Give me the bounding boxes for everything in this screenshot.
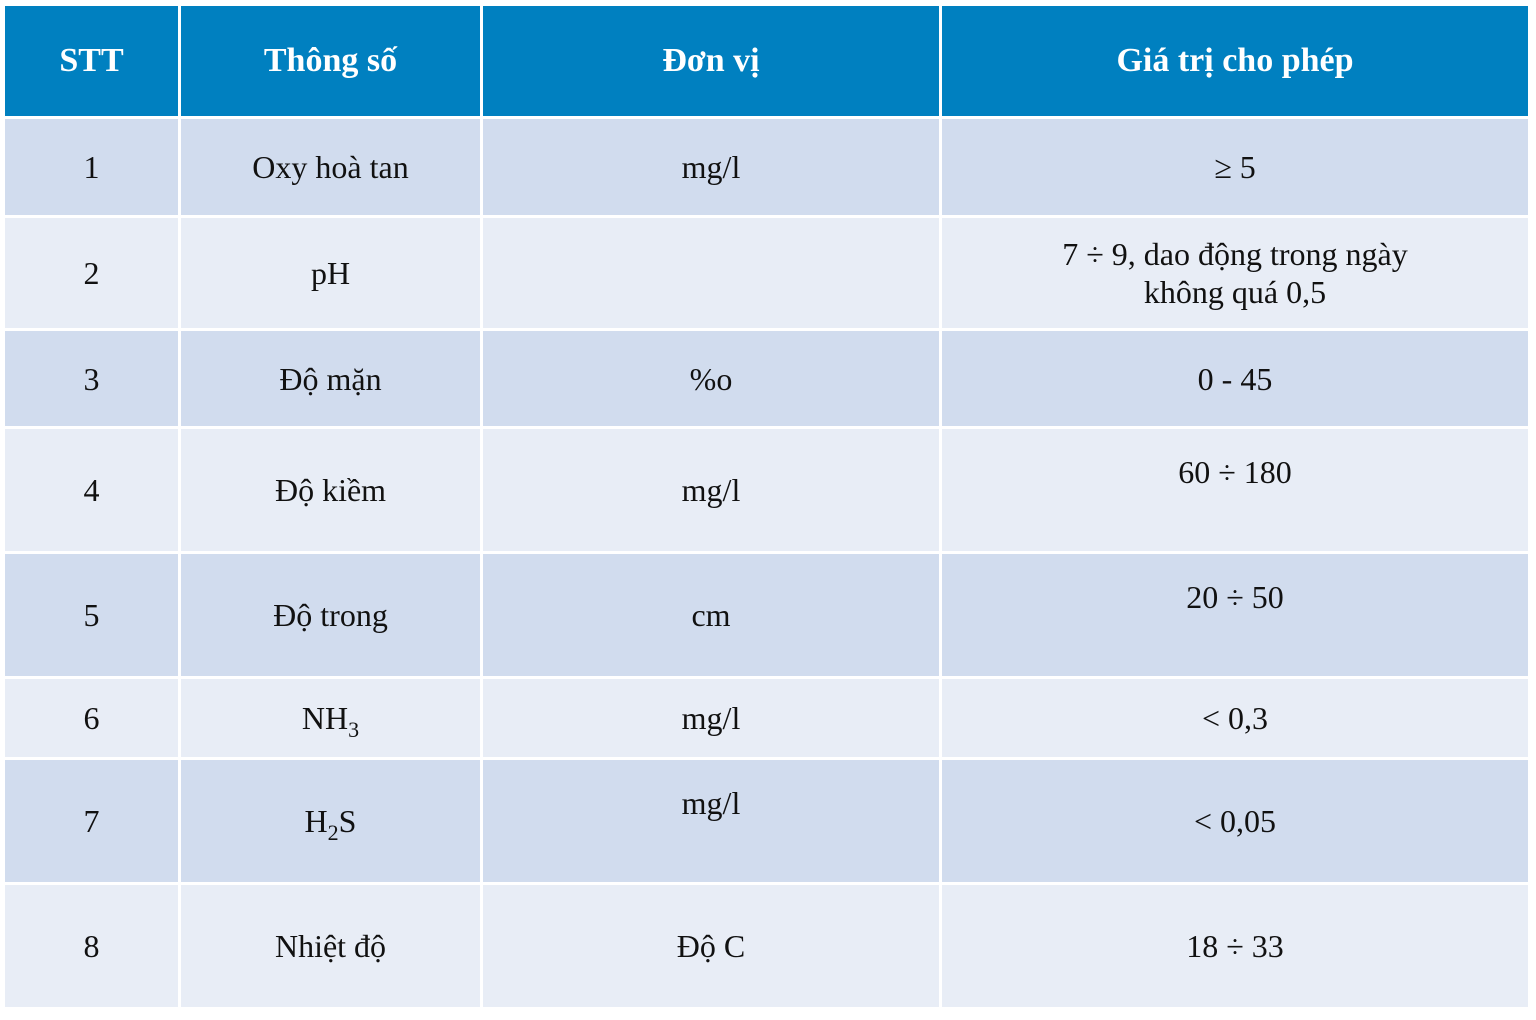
cell-stt: 3: [2, 328, 181, 429]
cell-stt: 6: [2, 676, 181, 760]
cell-value: 7 ÷ 9, dao động trong ngày không quá 0,5: [939, 215, 1531, 331]
cell-value-text: 20 ÷ 50: [1186, 579, 1284, 615]
cell-unit: mg/l: [480, 426, 942, 554]
cell-parameter: NH3: [178, 676, 483, 760]
cell-stt: 4: [2, 426, 181, 554]
cell-parameter: pH: [178, 215, 483, 331]
chem-formula-subscript: 2: [327, 820, 339, 845]
chem-formula-pre: H: [304, 803, 328, 839]
chem-formula-main: NH: [301, 700, 349, 736]
table-row: 8 Nhiệt độ Độ C 18 ÷ 33: [2, 882, 1531, 1010]
table-row: 3 Độ mặn %o 0 - 45: [2, 328, 1531, 429]
cell-stt: 5: [2, 551, 181, 679]
cell-stt: 1: [2, 116, 181, 218]
table-header-row: STT Thông số Đơn vị Giá trị cho phép: [2, 3, 1531, 119]
table-row: 6 NH3 mg/l < 0,3: [2, 676, 1531, 760]
cell-unit: mg/l: [480, 757, 942, 885]
parameter-table-container: STT Thông số Đơn vị Giá trị cho phép 1 O…: [2, 3, 1531, 1010]
cell-parameter: Độ trong: [178, 551, 483, 679]
cell-parameter: Nhiệt độ: [178, 882, 483, 1010]
cell-unit: [480, 215, 942, 331]
cell-unit: mg/l: [480, 676, 942, 760]
cell-stt: 7: [2, 757, 181, 885]
cell-value: 18 ÷ 33: [939, 882, 1531, 1010]
cell-unit: %o: [480, 328, 942, 429]
cell-value: 60 ÷ 180: [939, 426, 1531, 554]
table-row: 5 Độ trong cm 20 ÷ 50: [2, 551, 1531, 679]
table-row: 4 Độ kiềm mg/l 60 ÷ 180: [2, 426, 1531, 554]
chem-formula-post: S: [338, 803, 357, 839]
cell-value: 0 - 45: [939, 328, 1531, 429]
table-row: 1 Oxy hoà tan mg/l ≥ 5: [2, 116, 1531, 218]
cell-unit-text: mg/l: [681, 785, 741, 821]
header-allowed-value: Giá trị cho phép: [939, 3, 1531, 119]
table-row: 2 pH 7 ÷ 9, dao động trong ngày không qu…: [2, 215, 1531, 331]
cell-value-text: 60 ÷ 180: [1178, 454, 1292, 490]
cell-value: ≥ 5: [939, 116, 1531, 218]
cell-value: 20 ÷ 50: [939, 551, 1531, 679]
cell-unit: mg/l: [480, 116, 942, 218]
cell-parameter: Oxy hoà tan: [178, 116, 483, 218]
cell-parameter: Độ mặn: [178, 328, 483, 429]
cell-value: < 0,05: [939, 757, 1531, 885]
water-parameter-table: STT Thông số Đơn vị Giá trị cho phép 1 O…: [2, 3, 1531, 1010]
cell-unit: cm: [480, 551, 942, 679]
cell-parameter: Độ kiềm: [178, 426, 483, 554]
cell-stt: 8: [2, 882, 181, 1010]
cell-value-line-1: 7 ÷ 9, dao động trong ngày: [1062, 236, 1408, 272]
cell-unit: Độ C: [480, 882, 942, 1010]
chem-formula-subscript: 3: [348, 717, 360, 742]
table-row: 7 H2S mg/l < 0,05: [2, 757, 1531, 885]
cell-value-line-2: không quá 0,5: [1143, 274, 1327, 310]
header-parameter: Thông số: [178, 3, 483, 119]
cell-value: < 0,3: [939, 676, 1531, 760]
header-stt: STT: [2, 3, 181, 119]
cell-stt: 2: [2, 215, 181, 331]
cell-parameter: H2S: [178, 757, 483, 885]
header-unit: Đơn vị: [480, 3, 942, 119]
